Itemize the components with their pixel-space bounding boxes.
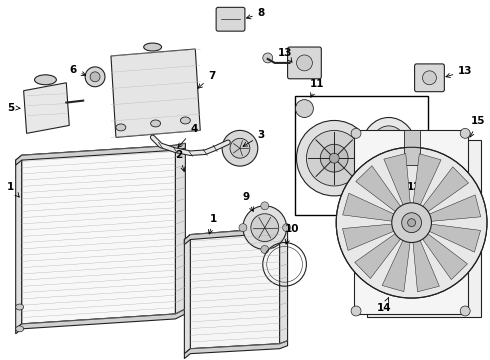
Circle shape [243,206,287,249]
Ellipse shape [34,75,56,85]
Circle shape [306,130,362,186]
Text: 1: 1 [208,214,218,234]
Polygon shape [16,143,185,165]
Ellipse shape [370,126,408,171]
Circle shape [239,224,247,231]
FancyBboxPatch shape [367,140,481,317]
Polygon shape [190,228,280,349]
Polygon shape [175,143,185,314]
Text: 7: 7 [198,71,216,88]
Ellipse shape [362,117,416,179]
Circle shape [422,71,437,85]
Polygon shape [418,195,481,222]
Polygon shape [111,49,200,137]
Polygon shape [184,341,288,359]
FancyBboxPatch shape [216,7,245,31]
Text: 5: 5 [7,103,20,113]
Polygon shape [416,227,467,280]
Circle shape [408,219,416,227]
Circle shape [222,130,258,166]
Ellipse shape [116,124,126,131]
Polygon shape [343,193,405,223]
Circle shape [320,144,348,172]
Circle shape [251,214,279,242]
Ellipse shape [144,43,162,51]
Circle shape [261,246,269,253]
Polygon shape [16,155,22,329]
Text: 14: 14 [377,298,392,313]
Polygon shape [16,309,185,334]
Polygon shape [412,154,441,216]
Text: 2: 2 [175,150,185,171]
FancyBboxPatch shape [415,64,444,92]
Polygon shape [412,230,440,292]
Polygon shape [184,235,190,354]
Text: 13: 13 [446,66,473,77]
Polygon shape [24,83,69,133]
Ellipse shape [150,120,161,127]
Circle shape [329,153,339,163]
Polygon shape [384,153,411,216]
Text: 4: 4 [178,124,197,148]
Circle shape [460,306,470,316]
Ellipse shape [180,117,190,124]
Ellipse shape [16,304,24,310]
Text: 10: 10 [285,224,299,244]
Polygon shape [382,230,412,292]
Circle shape [283,224,291,231]
FancyBboxPatch shape [288,47,321,79]
Text: 3: 3 [243,130,265,146]
Text: 6: 6 [69,65,86,76]
Polygon shape [418,223,481,252]
Circle shape [392,203,432,243]
Circle shape [351,129,361,138]
Circle shape [296,121,372,196]
Polygon shape [22,145,175,324]
Polygon shape [343,223,405,251]
Circle shape [230,138,250,158]
Circle shape [402,213,421,233]
Polygon shape [356,166,407,219]
Circle shape [351,306,361,316]
Circle shape [263,53,273,63]
Text: 1: 1 [7,182,19,197]
Text: 8: 8 [246,8,265,19]
Circle shape [336,147,487,298]
Circle shape [261,202,269,210]
Text: 11: 11 [309,79,324,97]
Polygon shape [184,226,288,244]
Text: 9: 9 [243,192,253,211]
Circle shape [296,55,313,71]
Polygon shape [280,226,288,344]
Ellipse shape [16,326,24,332]
Polygon shape [416,167,468,219]
Circle shape [85,67,105,87]
Circle shape [295,100,314,117]
FancyBboxPatch shape [354,130,468,314]
Text: 15: 15 [470,116,486,137]
Polygon shape [355,227,408,279]
Circle shape [90,72,100,82]
Text: 12: 12 [397,177,421,192]
Circle shape [460,129,470,138]
Text: 13: 13 [278,48,292,62]
FancyBboxPatch shape [404,130,419,165]
